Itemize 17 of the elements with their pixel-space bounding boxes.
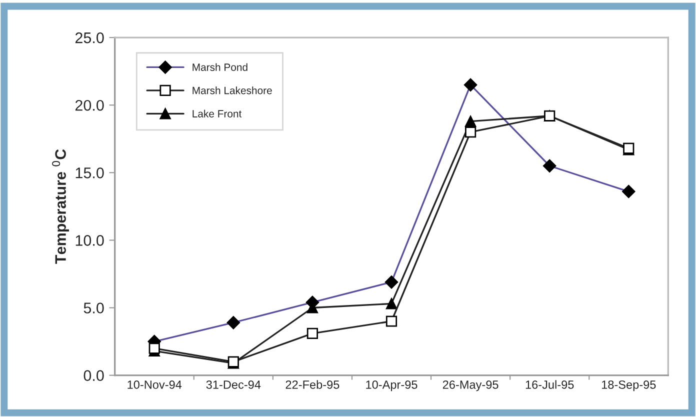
x-tick-label: 26-May-95 [442,380,498,392]
y-tick-label: 25.0 [75,32,104,44]
x-tick-label: 10-Nov-94 [128,380,182,389]
x-tick-label: 10-Apr-95 [366,380,418,392]
y-axis-title: Temperature $^{0}$C [52,149,69,264]
x-tick-label: 31-Dec-94 [206,380,261,389]
x-tick-label: 16-Jul-95 [526,380,574,389]
x-tick-label: 18-Sep-95 [602,380,656,392]
y-tick-label: 5.0 [84,302,104,314]
legend-label: Marsh Pond [192,63,248,71]
legend-label: Lake Front [192,110,242,118]
y-tick-label: 15.0 [76,168,104,178]
y-tick-label: 10.0 [76,235,104,246]
x-tick-label: 22-Feb-95 [286,380,340,389]
y-tick-label: 0.0 [84,370,104,381]
legend-label: Marsh Lakeshore [192,86,272,94]
y-tick-label: 20.0 [75,100,104,111]
